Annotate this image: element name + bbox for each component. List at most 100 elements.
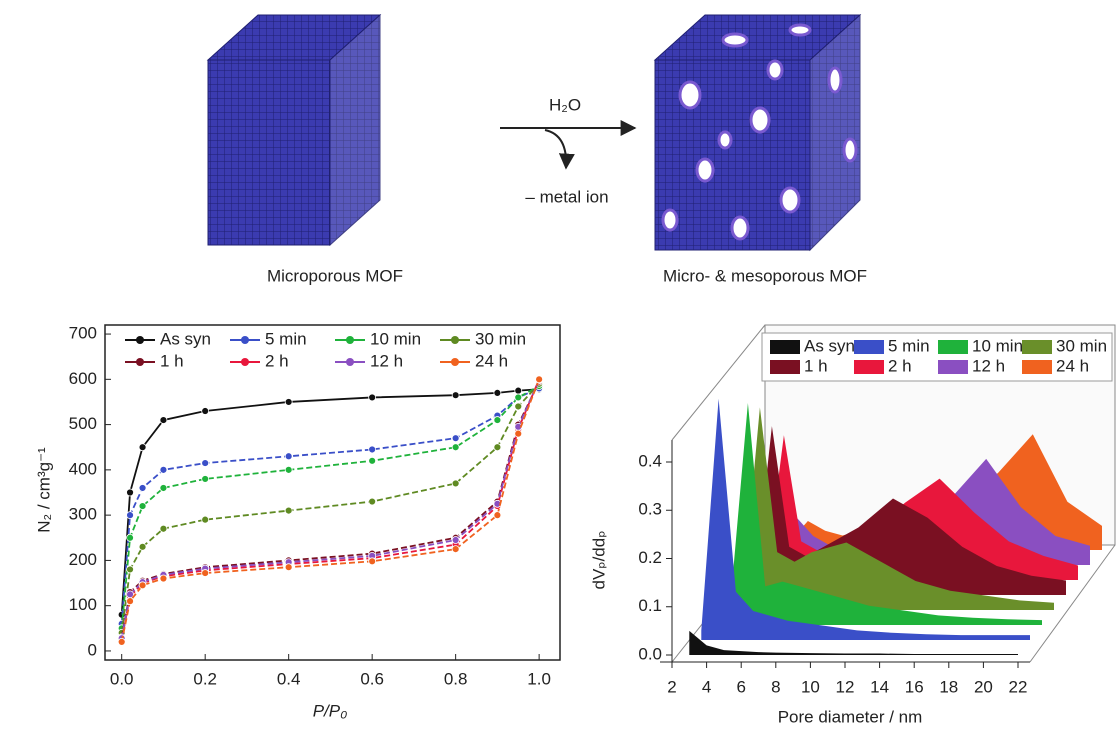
data-point (452, 392, 459, 399)
data-point (285, 507, 292, 514)
x-tick-label: 4 (702, 677, 711, 696)
cube-label: Microporous MOF (267, 266, 403, 285)
series-line (122, 386, 539, 628)
series-line (122, 380, 539, 638)
cube-label: Micro- & mesoporous MOF (663, 266, 867, 285)
y-tick-label: 700 (69, 324, 97, 343)
data-point (202, 408, 209, 415)
data-point (285, 453, 292, 460)
data-point (139, 582, 146, 589)
mesoporous-cube (655, 15, 860, 250)
legend-swatch (770, 360, 800, 374)
data-point (139, 543, 146, 550)
data-point (452, 435, 459, 442)
series-line (122, 384, 539, 633)
series-line (122, 379, 539, 642)
data-point (127, 512, 134, 519)
series-line (122, 379, 539, 639)
data-point (285, 466, 292, 473)
data-point (452, 480, 459, 487)
legend-marker (241, 358, 249, 366)
x-tick-label: 14 (870, 677, 889, 696)
legend-marker (451, 336, 459, 344)
y-tick-label: 100 (69, 595, 97, 614)
legend-label: 1 h (804, 356, 828, 375)
data-point (494, 417, 501, 424)
data-point (494, 389, 501, 396)
data-point (369, 446, 376, 453)
legend-swatch (938, 340, 968, 354)
x-tick-label: 20 (974, 677, 993, 696)
legend-marker (451, 358, 459, 366)
data-point (536, 376, 543, 383)
legend-swatch (770, 340, 800, 354)
x-tick-label: 18 (939, 677, 958, 696)
legend-label: 2 h (888, 356, 912, 375)
x-axis-label: Pore diameter / nm (778, 707, 923, 726)
x-tick-label: 2 (667, 677, 676, 696)
data-point (369, 394, 376, 401)
series-line (122, 388, 539, 623)
legend-label: 30 min (475, 329, 526, 348)
series-line (122, 382, 539, 638)
legend-marker (346, 336, 354, 344)
data-point (369, 558, 376, 565)
y-tick-label: 500 (69, 414, 97, 433)
data-point (285, 564, 292, 571)
x-tick-label: 0.2 (193, 669, 217, 688)
data-point (160, 417, 167, 424)
x-tick-label: 10 (801, 677, 820, 696)
y-axis-label: N₂ / cm³g⁻¹ (34, 447, 53, 533)
legend-label: 2 h (265, 351, 289, 370)
y-tick-label: 0.4 (638, 451, 662, 470)
legend-label: 5 min (265, 329, 307, 348)
legend-label: As syn (804, 336, 855, 355)
legend-label: 10 min (370, 329, 421, 348)
data-point (369, 457, 376, 464)
data-point (127, 534, 134, 541)
legend-label: 24 h (475, 351, 508, 370)
x-tick-label: 12 (836, 677, 855, 696)
legend-swatch (938, 360, 968, 374)
data-point (139, 444, 146, 451)
data-point (494, 444, 501, 451)
data-point (127, 489, 134, 496)
data-point (202, 475, 209, 482)
legend-swatch (854, 340, 884, 354)
y-tick-label: 300 (69, 505, 97, 524)
y-tick-label: 0.3 (638, 500, 662, 519)
x-tick-label: 1.0 (527, 669, 551, 688)
data-point (285, 398, 292, 405)
legend-label: 12 h (972, 356, 1005, 375)
data-point (202, 516, 209, 523)
data-point (515, 403, 522, 410)
x-tick-label: 0.6 (360, 669, 384, 688)
data-point (139, 503, 146, 510)
data-point (515, 430, 522, 437)
data-point (118, 638, 125, 645)
data-point (160, 466, 167, 473)
x-tick-label: 0.0 (110, 669, 134, 688)
data-point (127, 566, 134, 573)
data-point (452, 537, 459, 544)
legend-label: 5 min (888, 336, 930, 355)
y-tick-label: 400 (69, 459, 97, 478)
data-point (202, 460, 209, 467)
data-point (202, 570, 209, 577)
data-point (515, 387, 522, 394)
x-axis-label: P/P₀ (313, 701, 348, 720)
legend-swatch (1022, 360, 1052, 374)
x-tick-label: 6 (736, 677, 745, 696)
legend-label: 30 min (1056, 336, 1107, 355)
legend-label: 12 h (370, 351, 403, 370)
legend-swatch (1022, 340, 1052, 354)
data-point (515, 394, 522, 401)
plot-frame (105, 325, 560, 660)
x-tick-label: 22 (1009, 677, 1028, 696)
legend-label: As syn (160, 329, 211, 348)
legend-label: 10 min (972, 336, 1023, 355)
y-tick-label: 0.1 (638, 596, 662, 615)
arrow-bottom-label: – metal ion (525, 187, 608, 206)
data-point (369, 498, 376, 505)
data-point (127, 598, 134, 605)
